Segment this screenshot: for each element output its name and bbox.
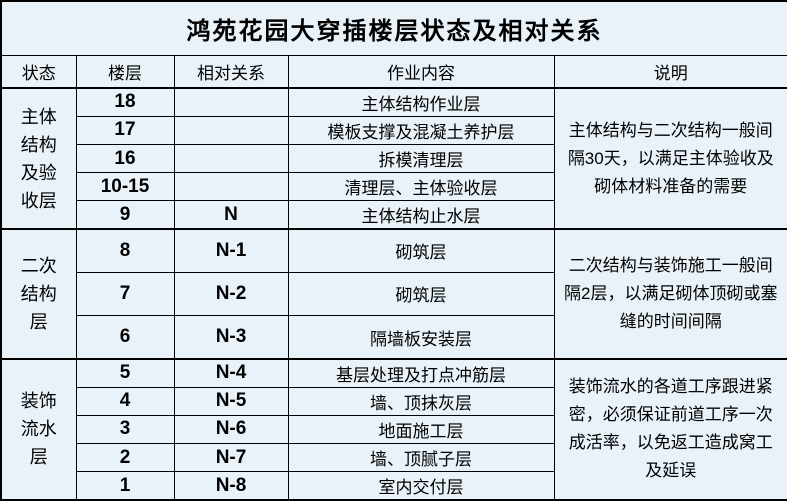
work-cell: 主体结构作业层 xyxy=(287,86,555,117)
floor-cell: 2 xyxy=(75,443,175,473)
table-row: 7 N-2 砌筑层 xyxy=(1,271,787,317)
table-row: 主体结构及验收层 18 主体结构作业层 主体结构与二次结构一般间隔30天，以满足主体验… xyxy=(0,86,787,230)
work-cell: 主体结构止水层 xyxy=(287,200,555,230)
work-cell: 隔墙板安装层 xyxy=(287,315,555,360)
state-cell: 装饰流水层 xyxy=(0,357,77,501)
floor-cell: 7 xyxy=(75,271,175,317)
relation-cell xyxy=(173,143,289,174)
floor-cell: 10-15 xyxy=(75,172,175,202)
floor-cell: 1 xyxy=(75,471,175,501)
work-cell: 砌筑层 xyxy=(287,228,555,273)
relation-cell: N-7 xyxy=(173,443,289,473)
state-cell: 主体结构及验收层 xyxy=(0,86,77,230)
work-cell: 墙、顶抹灰层 xyxy=(287,386,555,416)
floor-cell: 4 xyxy=(75,386,175,416)
relation-cell xyxy=(173,115,289,145)
floor-cell: 17 xyxy=(75,115,175,145)
floor-cell: 6 xyxy=(75,315,175,360)
relation-cell: N-4 xyxy=(173,357,289,388)
relation-cell: N-8 xyxy=(173,471,289,501)
table-row: 二次结构层 8 N-1 砌筑层 二次结构与装饰施工一般间隔2层，以满足砌体顶砌或塞缝的时… xyxy=(0,228,787,360)
work-cell: 基层处理及打点冲筋层 xyxy=(287,357,555,388)
relation-cell xyxy=(173,86,289,117)
relation-cell: N xyxy=(173,200,289,230)
relation-cell: N-3 xyxy=(173,315,289,360)
title-row: 鸿苑花园大穿插楼层状态及相对关系 xyxy=(0,0,787,56)
table-row: 10-15 清理层、主体验收层 xyxy=(1,172,787,202)
table-row: 6 N-3 隔墙板安装层 xyxy=(1,315,787,360)
relation-cell: N-2 xyxy=(173,271,289,317)
column-header-note: 说明 xyxy=(553,55,787,89)
work-cell: 拆模清理层 xyxy=(287,143,555,174)
column-header-relation: 相对关系 xyxy=(173,55,289,89)
work-cell: 模板支撑及混凝土养护层 xyxy=(287,115,555,145)
table-title: 鸿苑花园大穿插楼层状态及相对关系 xyxy=(0,0,787,56)
floor-cell: 3 xyxy=(75,414,175,445)
relation-cell: N-5 xyxy=(173,386,289,416)
table-body: 主体结构及验收层 18 主体结构作业层 主体结构与二次结构一般间隔30天，以满足主体验… xyxy=(0,86,787,501)
relation-cell: N-1 xyxy=(173,228,289,273)
floor-cell: 18 xyxy=(75,86,175,117)
table-row: 1 N-8 室内交付层 xyxy=(1,471,787,501)
work-cell: 室内交付层 xyxy=(287,471,555,501)
note-cell: 主体结构与二次结构一般间隔30天，以满足主体验收及砌体材料准备的需要 xyxy=(553,86,787,230)
table-row: 9 N 主体结构止水层 xyxy=(1,200,787,230)
floor-cell: 5 xyxy=(75,357,175,388)
floor-cell: 16 xyxy=(75,143,175,174)
table-row: 3 N-6 地面施工层 xyxy=(1,414,787,445)
note-cell: 装饰流水的各道工序跟进紧密，必须保证前道工序一次成活率，以免返工造成窝工及延误 xyxy=(553,357,787,501)
work-cell: 砌筑层 xyxy=(287,271,555,317)
work-cell: 清理层、主体验收层 xyxy=(287,172,555,202)
column-header-work: 作业内容 xyxy=(287,55,555,89)
floor-cell: 8 xyxy=(75,228,175,273)
relation-cell: N-6 xyxy=(173,414,289,445)
floor-cell: 9 xyxy=(75,200,175,230)
relation-cell xyxy=(173,172,289,202)
header-row: 状态 楼层 相对关系 作业内容 说明 xyxy=(0,55,787,89)
work-cell: 墙、顶腻子层 xyxy=(287,443,555,473)
table-row: 16 拆模清理层 xyxy=(1,143,787,174)
table-row: 4 N-5 墙、顶抹灰层 xyxy=(1,386,787,416)
column-header-floor: 楼层 xyxy=(75,55,175,89)
column-header-state: 状态 xyxy=(0,55,77,89)
state-cell: 二次结构层 xyxy=(0,228,77,360)
note-cell: 二次结构与装饰施工一般间隔2层，以满足砌体顶砌或塞缝的时间间隔 xyxy=(553,228,787,360)
work-cell: 地面施工层 xyxy=(287,414,555,445)
table-row: 装饰流水层 5 N-4 基层处理及打点冲筋层 装饰流水的各道工序跟进紧密，必须保证前道工… xyxy=(0,357,787,501)
